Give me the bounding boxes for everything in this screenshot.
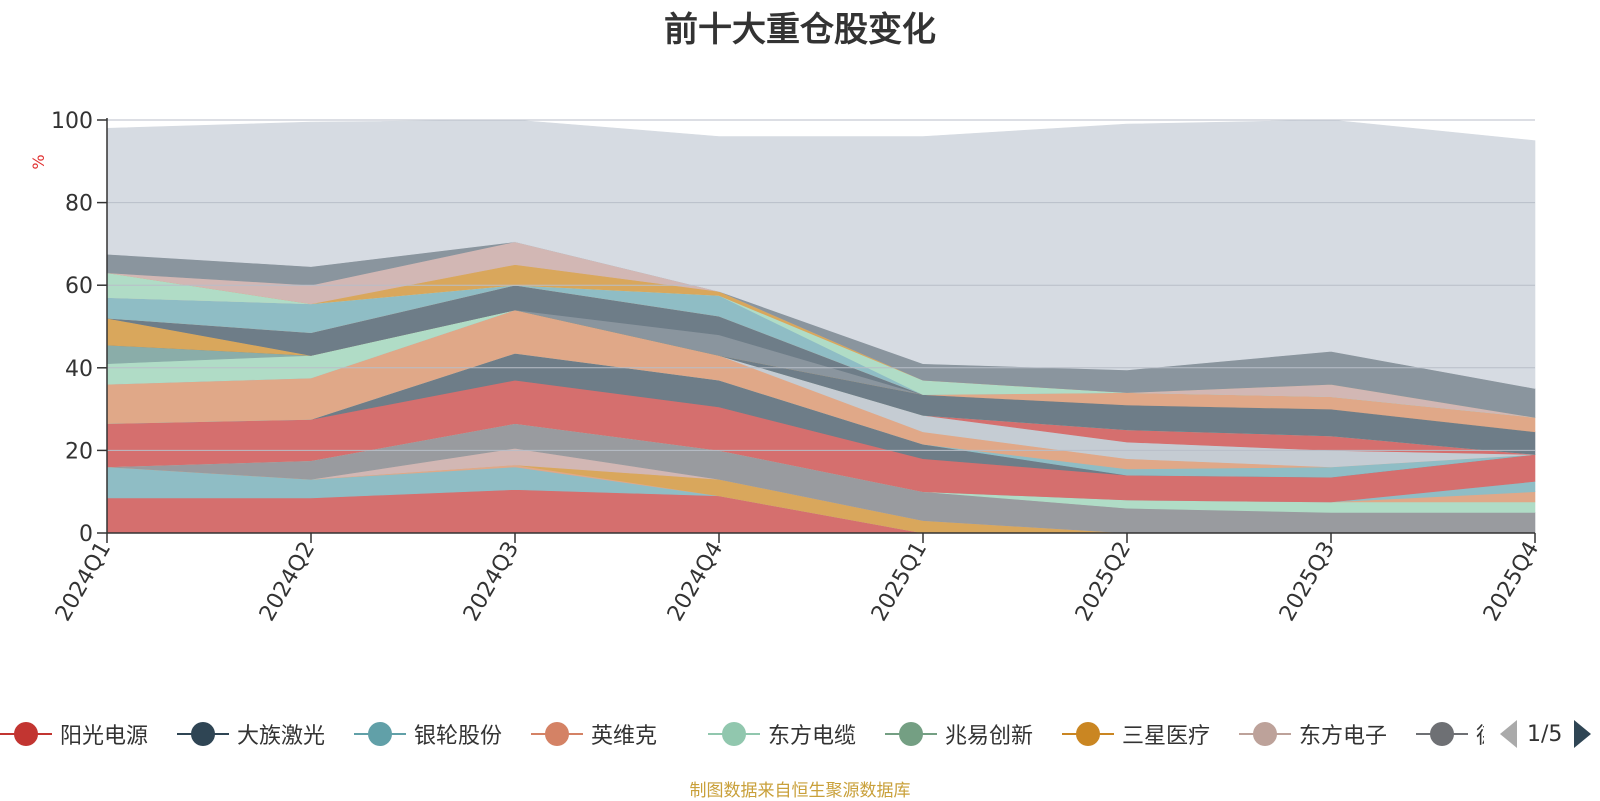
legend-item[interactable]: 阳光电源 [0, 716, 148, 752]
legend-label: 大族激光 [237, 724, 326, 749]
legend-next-page-icon[interactable] [1574, 720, 1592, 748]
area-band-29 [106, 119, 1536, 389]
legend-page-indicator: 1/5 [1527, 721, 1563, 747]
legend-marker-icon [0, 721, 52, 747]
legend-marker-icon [1062, 721, 1114, 747]
y-tick-label: 0 [79, 522, 93, 547]
y-tick-label: 20 [65, 439, 93, 464]
legend-marker-icon [177, 721, 229, 747]
x-tick-label: 2024Q2 [255, 538, 320, 626]
legend-marker-icon [885, 721, 937, 747]
legend-label: 阳光电源 [60, 724, 149, 749]
legend-item[interactable]: 银轮股份 [354, 716, 502, 752]
x-tick-label: 2025Q4 [1479, 538, 1544, 626]
legend-pager: 1/5 [1500, 716, 1600, 752]
stacked-area-plot: 0 20 40 60 80 100 2024Q1 2024Q2 2024Q3 2024Q4 2025… [29, 109, 1544, 626]
x-tick-label: 2024Q4 [663, 538, 728, 626]
legend-item[interactable]: 东方电子 [1239, 716, 1387, 752]
legend-label: 银轮股份 [414, 724, 503, 749]
legend-marker-icon [1239, 721, 1291, 747]
data-source-note: 制图数据来自恒生聚源数据库 [689, 781, 911, 801]
legend-prev-page-icon[interactable] [1500, 720, 1517, 748]
legend-item[interactable]: 英维克 [531, 716, 657, 752]
y-tick-label: 80 [65, 192, 93, 217]
area-bands [106, 119, 1536, 534]
legend-items: 阳光电源 大族激光 银轮股份 英维克 东方电缆 兆易创新 三星医疗 东方电子 德业股份 [0, 716, 1484, 756]
x-tick-label: 2024Q3 [459, 538, 524, 626]
x-tick-label: 2025Q2 [1071, 538, 1136, 626]
x-tick-label: 2025Q3 [1275, 538, 1340, 626]
legend-item[interactable]: 大族激光 [177, 716, 325, 752]
legend-marker-icon [354, 721, 406, 747]
legend-marker-icon [1416, 721, 1468, 747]
legend-marker-icon [531, 721, 583, 747]
legend-label: 德业股份 [1476, 718, 1484, 750]
y-tick-label: 60 [65, 274, 93, 299]
legend-label: 英维克 [591, 724, 658, 749]
legend-item[interactable]: 东方电缆 [708, 716, 856, 752]
x-tick-label: 2025Q1 [867, 538, 932, 626]
legend: 阳光电源 大族激光 银轮股份 英维克 东方电缆 兆易创新 三星医疗 东方电子 德业股份 [0, 716, 1600, 756]
legend-label: 兆易创新 [945, 724, 1034, 749]
x-tick-label: 2024Q1 [51, 538, 116, 626]
legend-item[interactable]: 兆易创新 [885, 716, 1033, 752]
legend-marker-icon [708, 721, 760, 747]
legend-item[interactable]: 三星医疗 [1062, 716, 1210, 752]
chart-title: 前十大重仓股变化 [664, 10, 936, 50]
legend-item[interactable]: 德业股份 [1416, 716, 1484, 752]
legend-label: 三星医疗 [1122, 724, 1211, 749]
legend-label: 东方电子 [1299, 724, 1388, 749]
y-tick-label: 40 [65, 357, 93, 382]
y-axis-label: % [29, 154, 48, 169]
grid-lines [107, 119, 1535, 451]
legend-label: 东方电缆 [768, 724, 857, 749]
y-tick-label: 100 [51, 109, 93, 134]
